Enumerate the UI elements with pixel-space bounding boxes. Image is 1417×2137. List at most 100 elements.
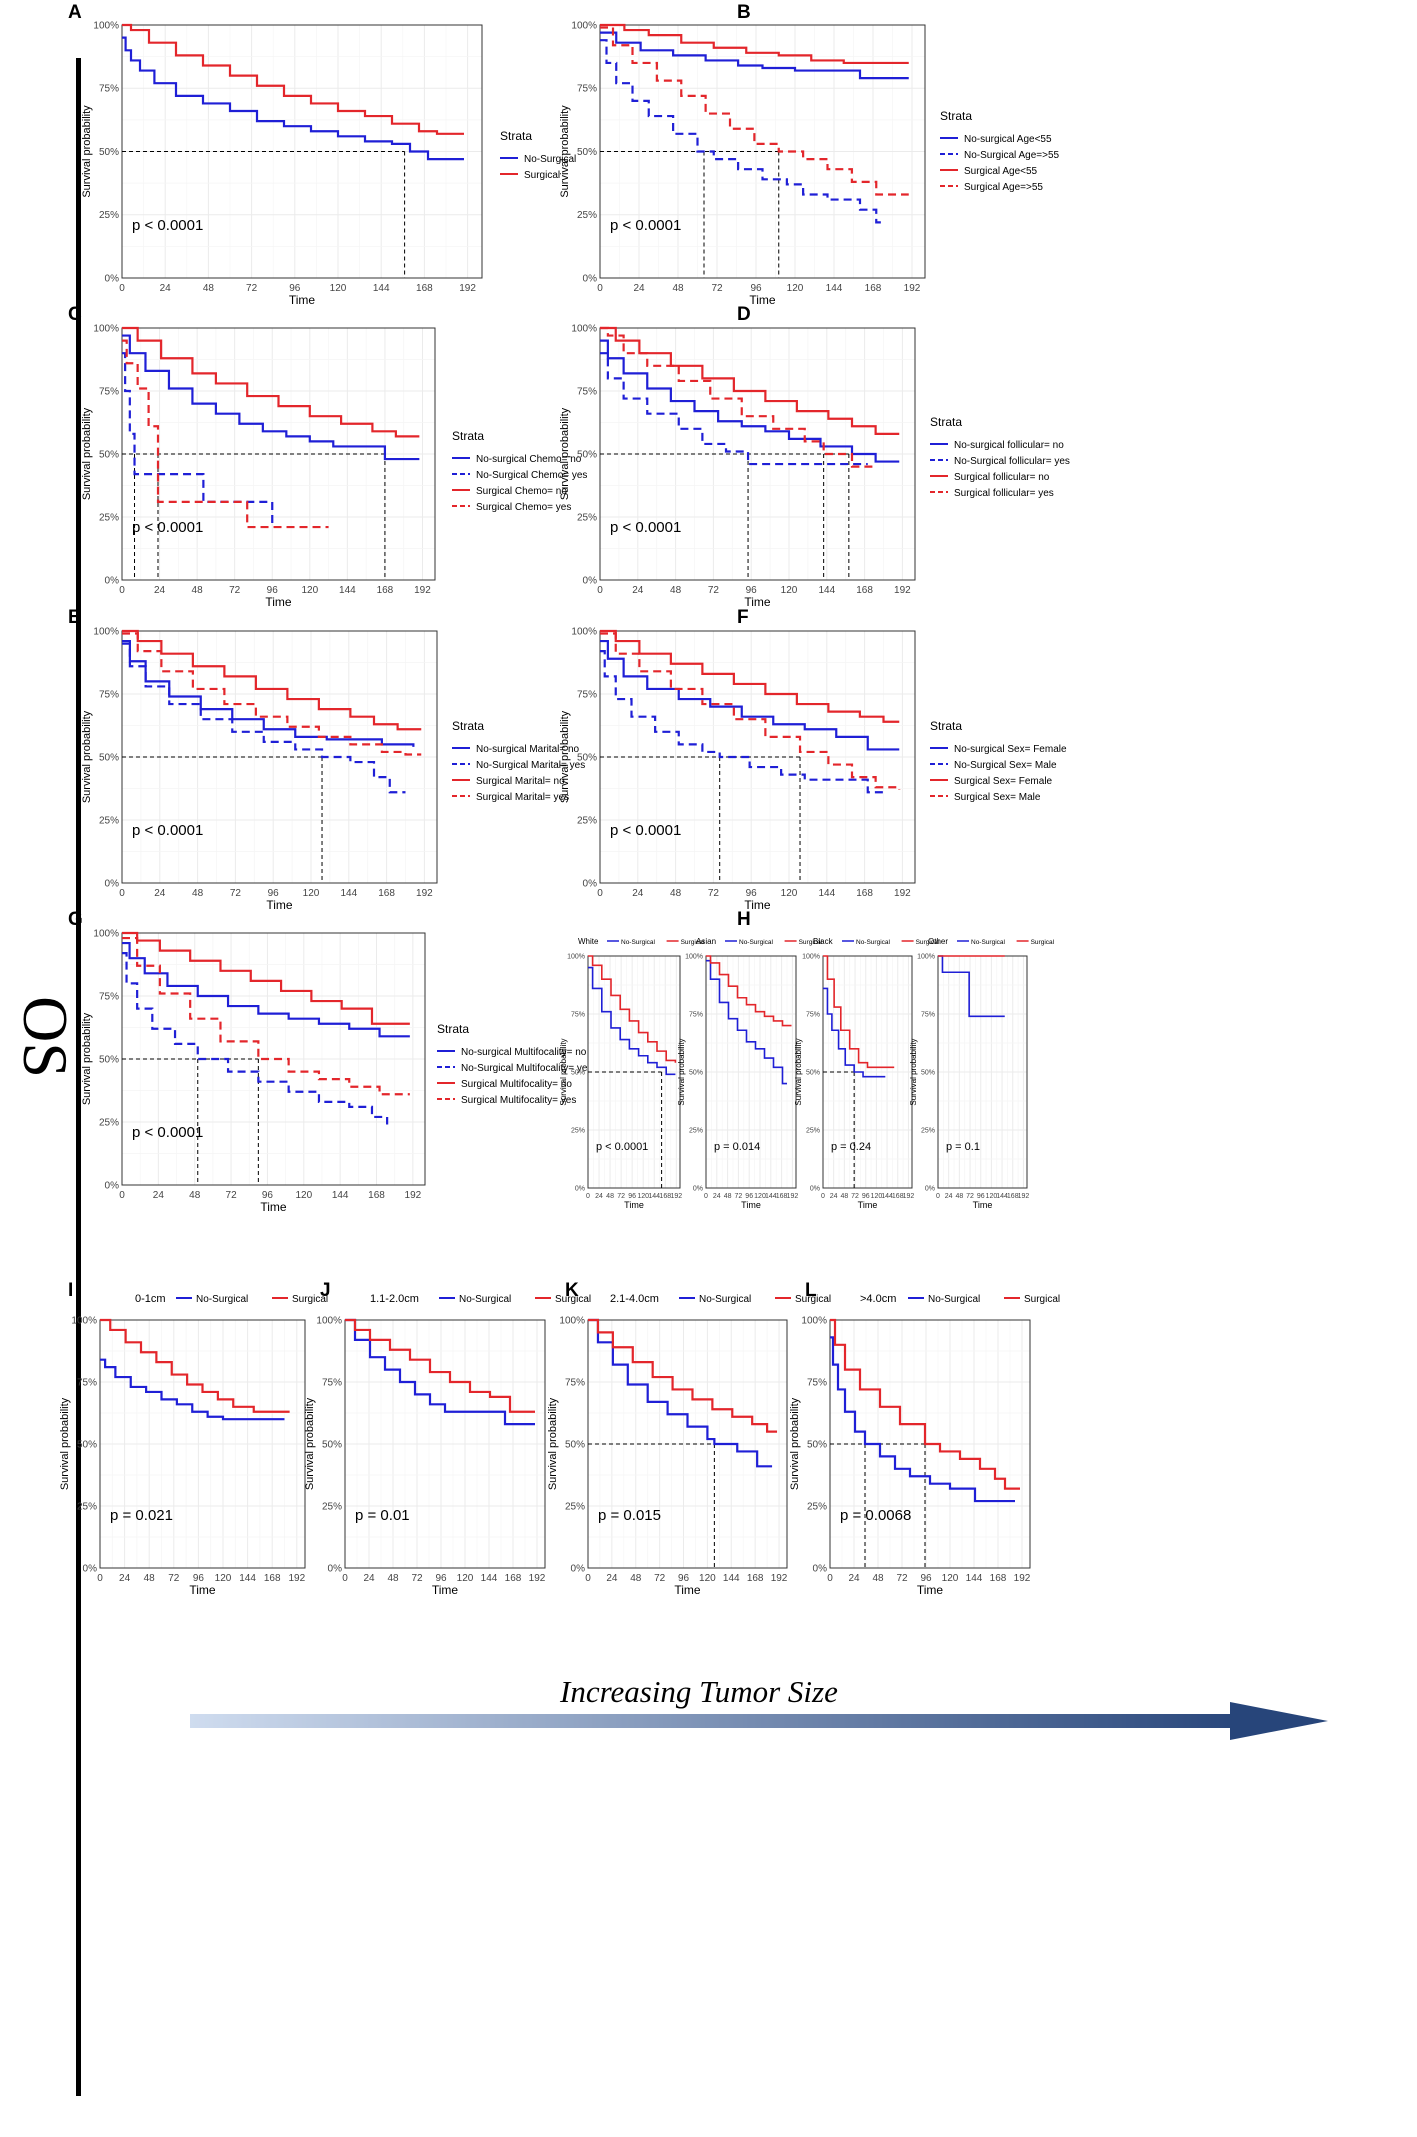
x-tick-label: 168 (990, 1573, 1007, 1584)
p-value: p < 0.0001 (132, 519, 203, 536)
panel-F: 0 24 48 72 96 120 144 168 192 0% 25% 50% 75% 100% Time… (559, 626, 916, 912)
legend-label: No-Surgical Multifocality= yes (461, 1063, 592, 1074)
y-tick-label: 0% (693, 1185, 703, 1192)
x-tick-label: 192 (1014, 1573, 1031, 1584)
x-tick-label: 24 (633, 283, 645, 294)
x-tick-label: 72 (226, 1190, 238, 1201)
legend: Strata No-surgical follicular= no No-Surgi… (930, 415, 1070, 499)
x-tick-label: 120 (871, 1193, 883, 1200)
y-tick-label: 75% (565, 1377, 585, 1388)
p-value: p = 0.014 (714, 1141, 760, 1153)
y-tick-label: 50% (565, 1439, 585, 1450)
x-tick-label: 144 (239, 1573, 256, 1584)
x-tick-label: 96 (267, 585, 279, 596)
y-tick-label: 50% (77, 1439, 97, 1450)
legend-label: Surgical (1024, 1294, 1060, 1305)
legend-label: Surgical (292, 1294, 328, 1305)
y-axis-label: Survival probability (559, 105, 571, 198)
legend: >4.0cm No-Surgical Surgical (860, 1293, 1060, 1305)
y-tick-label: 50% (99, 147, 119, 158)
x-tick-label: 168 (505, 1573, 522, 1584)
x-tick-label: 48 (189, 1190, 201, 1201)
x-tick-label: 24 (160, 283, 172, 294)
legend: Other No-Surgical Surgical (928, 937, 1055, 946)
y-tick-label: 25% (99, 512, 119, 523)
x-axis-label: Time (917, 1583, 944, 1597)
x-tick-label: 0 (119, 283, 125, 294)
x-tick-label: 168 (264, 1573, 281, 1584)
legend-title: Strata (500, 129, 532, 143)
x-tick-label: 168 (776, 1193, 788, 1200)
panel-letter: I (68, 1280, 73, 1301)
km-curve (600, 629, 900, 723)
x-tick-label: 120 (699, 1573, 716, 1584)
group-label: 2.1-4.0cm (610, 1293, 659, 1305)
x-tick-label: 0 (936, 1193, 940, 1200)
legend-label: No-Surgical (739, 939, 774, 946)
legend-label: Surgical Sex= Male (954, 792, 1041, 803)
x-axis-label: Time (260, 1200, 287, 1214)
x-tick-label: 48 (192, 585, 204, 596)
y-axis-label: Survival probability (81, 710, 93, 803)
y-axis-label: Survival probability (547, 1397, 559, 1490)
legend-label: No-Surgical follicular= yes (954, 456, 1070, 467)
x-tick-label: 0 (342, 1573, 348, 1584)
legend: Strata No-Surgical Surgical (500, 129, 576, 181)
panel-D: 0 24 48 72 96 120 144 168 192 0% 25% 50% 75% 100% Time… (559, 323, 916, 609)
y-tick-label: 50% (577, 752, 597, 763)
legend: White No-Surgical Surgical (578, 937, 705, 946)
km-curve (588, 1318, 778, 1433)
x-tick-label: 192 (903, 1193, 915, 1200)
y-tick-label: 100% (801, 1315, 827, 1326)
legend-label: Surgical Multifocality= yes (461, 1095, 576, 1106)
p-value: p = 0.021 (110, 1507, 173, 1524)
y-tick-label: 0% (925, 1185, 935, 1192)
legend-label: No-surgical Marital= no (476, 744, 580, 755)
y-tick-label: 25% (99, 1117, 119, 1128)
km-curve (600, 326, 876, 468)
x-tick-label: 120 (781, 888, 798, 899)
y-tick-label: 25% (322, 1501, 342, 1512)
y-tick-label: 100% (571, 20, 597, 31)
x-tick-label: 0 (586, 1193, 590, 1200)
x-tick-label: 24 (119, 1573, 131, 1584)
panel-J: 0 24 48 72 96 120 144 168 192 0% 25% 50% 75% 100% Time… (304, 1315, 546, 1597)
x-tick-label: 48 (387, 1573, 399, 1584)
group-label: 0-1cm (135, 1293, 166, 1305)
x-axis-label: Time (744, 595, 771, 609)
x-tick-label: 24 (595, 1193, 603, 1200)
y-tick-label: 25% (571, 1127, 585, 1134)
x-tick-label: 24 (945, 1193, 953, 1200)
km-curve (600, 39, 885, 224)
plot-border (705, 955, 797, 1189)
x-tick-label: 144 (765, 1193, 777, 1200)
x-tick-label: 0 (597, 585, 603, 596)
y-tick-label: 100% (559, 1315, 585, 1326)
x-tick-label: 168 (865, 283, 882, 294)
y-tick-label: 50% (921, 1069, 935, 1076)
y-tick-label: 100% (71, 1315, 97, 1326)
os-side-bar (76, 58, 81, 2096)
p-value: p < 0.0001 (132, 822, 203, 839)
x-tick-label: 144 (339, 585, 356, 596)
x-axis-label: Time (749, 293, 776, 307)
km-curve (600, 326, 900, 435)
panel-letter: B (737, 2, 751, 23)
x-tick-label: 96 (435, 1573, 447, 1584)
y-tick-label: 75% (99, 386, 119, 397)
km-curve (588, 1318, 773, 1468)
panel-letter: D (737, 304, 751, 325)
legend-label: No-surgical Multifocality= no (461, 1047, 587, 1058)
panel-letter: F (737, 607, 749, 628)
x-tick-label: 48 (672, 283, 684, 294)
y-tick-label: 25% (99, 210, 119, 221)
x-tick-label: 168 (659, 1193, 671, 1200)
legend: Strata No-surgical Multifocality= no No-Su… (437, 1022, 592, 1106)
x-tick-label: 168 (377, 585, 394, 596)
km-curve (345, 1318, 535, 1426)
legend-label: Surgical (524, 170, 560, 181)
y-tick-label: 100% (93, 928, 119, 939)
x-tick-label: 96 (289, 283, 301, 294)
x-tick-label: 96 (628, 1193, 636, 1200)
